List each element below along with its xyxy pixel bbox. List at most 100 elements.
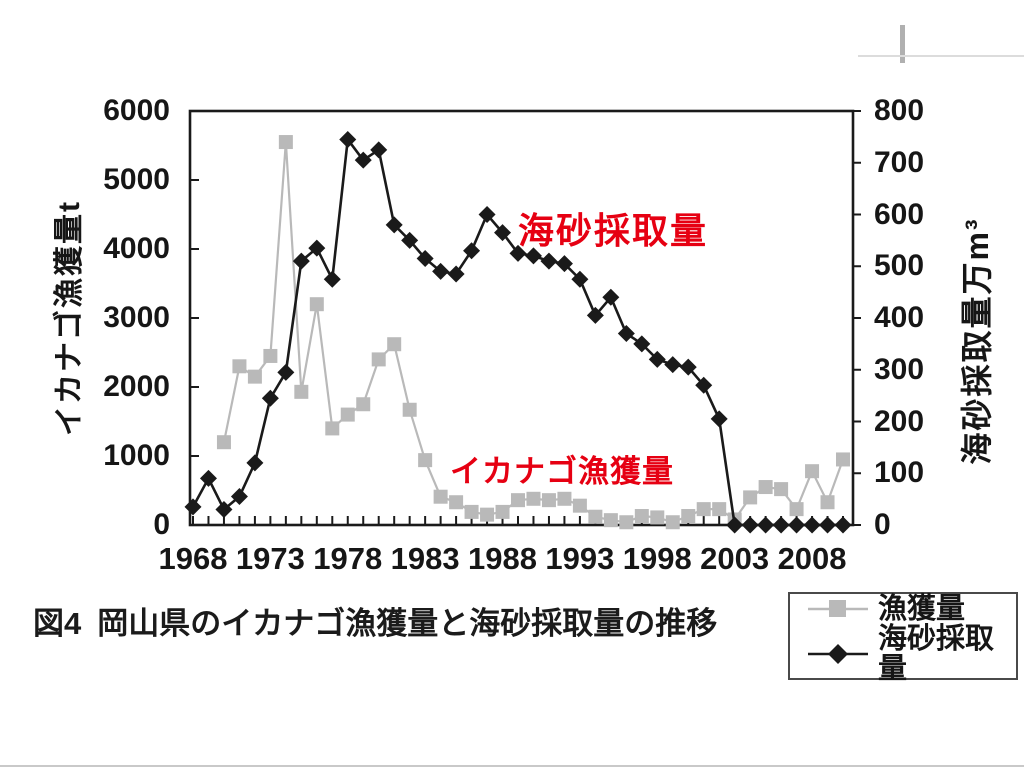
sand-diamond-marker: [339, 130, 357, 148]
sand-diamond-marker: [571, 270, 589, 288]
sand-diamond-marker: [199, 469, 217, 487]
sand-diamond-marker: [695, 376, 713, 394]
sand-diamond-marker: [354, 151, 372, 169]
catch-square-marker: [263, 348, 278, 363]
catch-square-marker: [681, 509, 696, 524]
legend: 漁獲量 海砂採取量: [788, 592, 1018, 684]
sand-diamond-marker: [323, 270, 341, 288]
sand-diamond-marker: [648, 350, 666, 368]
left-axis-title: イカナゴ漁獲量t: [53, 200, 86, 436]
right-axis-tick-label: 200: [874, 404, 925, 438]
catch-square-marker: [371, 352, 386, 367]
sand-diamond-marker: [834, 516, 852, 534]
x-axis-tick-label: 1973: [235, 541, 305, 576]
x-axis-tick-label: 2003: [700, 541, 770, 576]
sand-diamond-marker: [617, 325, 635, 343]
sand-diamond-marker: [308, 239, 326, 257]
figure-title: 岡山県のイカナゴ漁獲量と海砂採取量の推移: [97, 606, 718, 641]
sand-diamond-marker: [586, 306, 604, 324]
catch-square-marker: [294, 384, 309, 399]
catch-square-marker: [820, 495, 835, 510]
catch-square-marker: [449, 495, 464, 510]
sand-diamond-marker: [401, 231, 419, 249]
left-axis-tick-label: 2000: [103, 370, 170, 403]
sand-diamond-marker: [819, 516, 837, 534]
right-axis-tick-label: 0: [874, 508, 891, 541]
catch-square-marker: [340, 407, 355, 422]
catch-square-marker: [216, 435, 231, 450]
sand-diamond-marker: [494, 224, 512, 242]
catch-square-marker: [650, 510, 665, 525]
sand-diamond-marker: [555, 255, 573, 273]
sand-diamond-marker: [385, 216, 403, 234]
catch-square-marker: [511, 493, 525, 508]
black-diamond-marker-icon: [806, 641, 870, 667]
figure-caption: 図4 岡山県のイカナゴ漁獲量と海砂採取量の推移: [33, 598, 717, 643]
sand-diamond-marker: [710, 410, 728, 428]
sand-diamond-marker: [726, 516, 744, 534]
sand-diamond-marker: [215, 500, 233, 518]
right-axis-title: 海砂採取量万m³: [959, 217, 995, 465]
right-axis-tick-label: 700: [874, 145, 925, 179]
catch-square-marker: [572, 498, 587, 513]
sand-diamond-marker: [277, 363, 295, 381]
legend-label-sand: 海砂採取量: [878, 623, 995, 685]
sand-diamond-marker: [602, 288, 620, 306]
scan-artifact-line: [858, 55, 1024, 57]
catch-square-marker: [480, 507, 495, 522]
legend-label-catch: 漁獲量: [878, 593, 966, 625]
catch-square-marker: [619, 515, 634, 530]
catch-square-marker: [495, 504, 510, 519]
left-axis-tick-label: 6000: [103, 94, 170, 127]
x-axis-tick-label: 1968: [158, 541, 228, 576]
catch-square-marker: [402, 402, 417, 417]
sand-diamond-marker: [184, 498, 202, 516]
catch-square-marker: [712, 502, 727, 517]
catch-square-marker: [665, 515, 680, 530]
sand-diamond-marker: [772, 516, 790, 534]
catch-square-marker: [309, 297, 324, 312]
catch-square-marker: [418, 453, 433, 468]
sand-diamond-marker: [633, 335, 651, 353]
catch-square-marker: [634, 509, 649, 524]
sand-diamond-marker: [664, 356, 682, 374]
left-axis-tick-label: 1000: [103, 439, 170, 472]
right-axis-tick-label: 300: [874, 352, 925, 386]
annotation-ikanago-catch: イカナゴ漁獲量: [450, 454, 674, 489]
catch-square-marker: [774, 482, 789, 497]
left-axis-tick-label: 0: [153, 508, 170, 541]
catch-square-marker: [464, 504, 479, 519]
catch-square-marker: [789, 502, 804, 517]
figure-number: 図4: [33, 606, 82, 641]
sand-diamond-marker: [261, 389, 279, 407]
sand-diamond-marker: [447, 265, 465, 283]
sand-diamond-marker: [292, 252, 310, 270]
catch-square-marker: [325, 421, 340, 436]
x-axis-tick-label: 1993: [545, 541, 615, 576]
catch-square-marker: [247, 369, 262, 384]
catch-square-marker: [356, 397, 371, 412]
sand-diamond-marker: [757, 516, 775, 534]
right-axis-tick-label: 500: [874, 249, 925, 283]
gray-square-marker-icon: [806, 596, 870, 622]
sand-diamond-marker: [370, 141, 388, 159]
sand-diamond-marker: [230, 488, 248, 506]
catch-square-marker: [433, 489, 448, 504]
scan-artifact-dash: [900, 25, 905, 63]
legend-item-sand: 海砂採取量: [806, 624, 1016, 684]
sand-diamond-marker: [679, 358, 697, 376]
catch-square-marker: [588, 509, 603, 524]
sand-diamond-marker: [741, 516, 759, 534]
left-axis-tick-label: 5000: [103, 163, 170, 196]
x-axis-tick-label: 1988: [468, 541, 537, 576]
x-axis-tick-label: 1978: [313, 541, 383, 576]
catch-square-marker: [836, 452, 850, 467]
sand-diamond-marker: [432, 262, 450, 280]
left-axis-tick-label: 3000: [103, 301, 170, 334]
right-axis-tick-label: 400: [874, 301, 925, 334]
catch-square-marker: [743, 490, 758, 505]
catch-square-marker: [541, 493, 556, 508]
catch-square-marker: [526, 491, 541, 506]
